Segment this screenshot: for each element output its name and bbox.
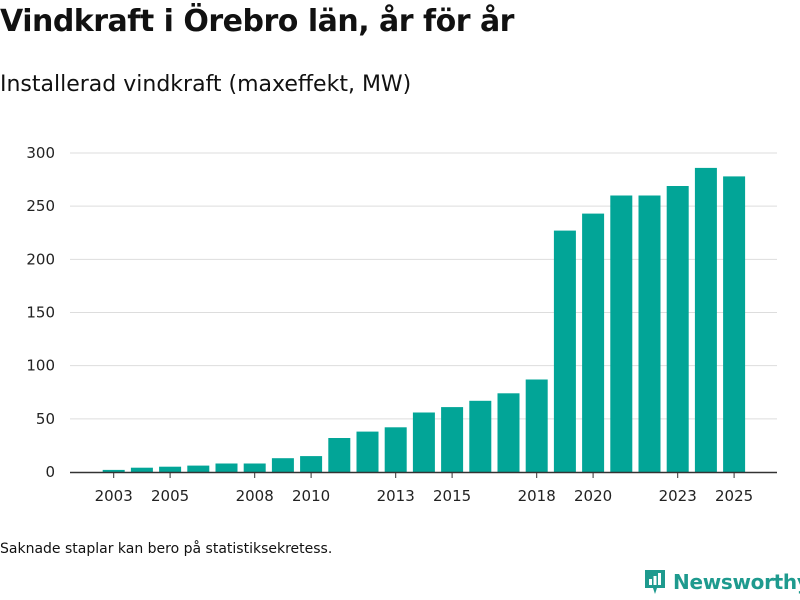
bar-2015 — [441, 407, 464, 472]
bar-2010 — [300, 456, 323, 472]
bar-2008 — [243, 463, 266, 472]
bar-2024 — [694, 167, 717, 472]
bar-2006 — [187, 465, 210, 472]
y-tick-label: 200 — [26, 250, 55, 268]
y-tick-label: 300 — [26, 144, 55, 162]
bar-2020 — [582, 213, 605, 472]
x-tick-label: 2023 — [659, 487, 697, 505]
bar-2004 — [130, 467, 153, 472]
y-tick-label: 50 — [36, 410, 55, 428]
bar-2012 — [356, 431, 379, 472]
newsworthy-icon — [645, 570, 665, 594]
bar-2018 — [525, 379, 548, 472]
bar-2009 — [271, 458, 294, 472]
bar-2019 — [553, 230, 576, 472]
x-tick-label: 2025 — [715, 487, 753, 505]
x-tick-label: 2020 — [574, 487, 612, 505]
axes: 0 50 100 150 200 250 300 2003 2005 2008 2010 2013 20… — [26, 144, 777, 505]
y-tick-label: 100 — [26, 357, 55, 375]
bar-2003 — [102, 469, 125, 472]
bars — [102, 167, 746, 472]
bar-2007 — [215, 463, 238, 472]
bar-2022 — [638, 195, 661, 472]
x-tick-label: 2018 — [518, 487, 556, 505]
bar-chart: 0 50 100 150 200 250 300 2003 2005 2008 2010 2013 20… — [26, 144, 777, 505]
bar-2013 — [384, 427, 407, 472]
x-tick-label: 2010 — [292, 487, 330, 505]
x-tick-label: 2013 — [377, 487, 415, 505]
chart-subtitle: Installerad vindkraft (maxeffekt, MW) — [0, 72, 412, 97]
x-tick-label: 2003 — [95, 487, 133, 505]
bar-2017 — [497, 393, 520, 472]
bar-2011 — [328, 438, 351, 472]
chart-title: Vindkraft i Örebro län, år för år — [0, 4, 514, 39]
footnote: Saknade staplar kan bero på statistiksek… — [0, 541, 333, 557]
y-tick-label: 250 — [26, 197, 55, 215]
x-tick-label: 2008 — [236, 487, 274, 505]
bar-2021 — [610, 195, 633, 472]
bar-2016 — [469, 400, 492, 472]
bar-2025 — [723, 176, 746, 472]
brand-name: Newsworthy — [673, 570, 800, 594]
bar-2023 — [666, 186, 689, 472]
x-tick-label: 2015 — [433, 487, 471, 505]
bar-2005 — [159, 466, 182, 472]
y-tick-label: 150 — [26, 304, 55, 322]
brand-logo: Newsworthy — [643, 568, 800, 596]
bar-2014 — [412, 412, 435, 472]
x-tick-label: 2005 — [151, 487, 189, 505]
y-tick-label: 0 — [45, 463, 55, 481]
